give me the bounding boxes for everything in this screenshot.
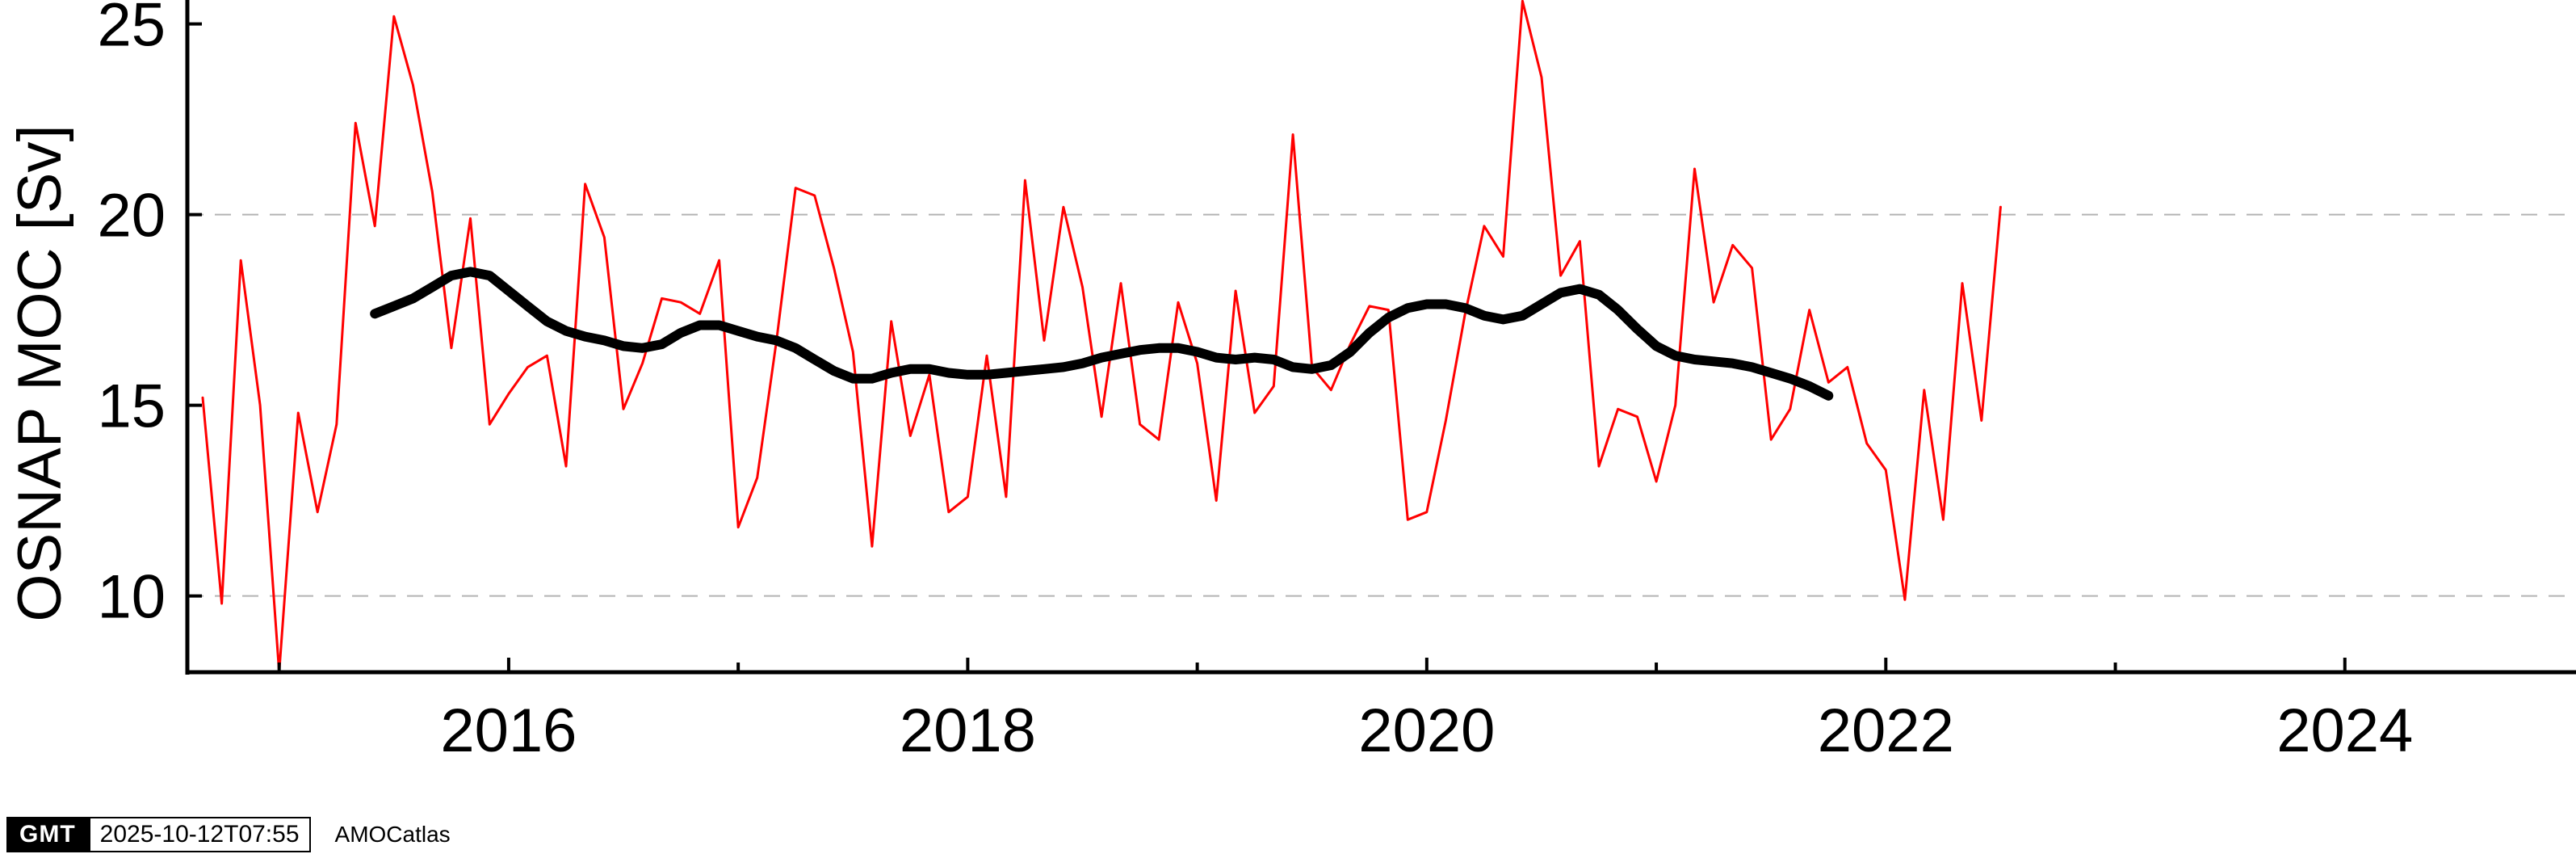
x-tick-label-2016: 2016: [440, 696, 577, 765]
timestamp: 2025-10-12T07:55: [88, 817, 311, 852]
stamp-label: AMOCatlas: [334, 822, 451, 847]
series-line-smoothed: [370, 267, 1834, 401]
y-tick-label-25: 25: [97, 0, 166, 60]
gmt-logo: GMT: [6, 817, 89, 852]
y-tick-label-15: 15: [97, 372, 166, 441]
axes: [185, 0, 2576, 675]
y-tick-label-10: 10: [97, 563, 166, 632]
gmt-timestamp-stamp: GMT 2025-10-12T07:55 AMOCatlas: [6, 817, 451, 852]
x-tick-label-2024: 2024: [2276, 696, 2413, 765]
chart: 10 15 20 25 2016 2018 2020 2022 2024 OSNAP MOC […: [6, 0, 2576, 765]
y-tick-label-20: 20: [97, 182, 166, 250]
ticks: 10 15 20 25 2016 2018 2020 2022 2024: [97, 0, 2413, 765]
series-layer: [201, 0, 2002, 674]
series-line-monthly: [201, 0, 2002, 674]
x-tick-label-2022: 2022: [1818, 696, 1954, 765]
x-tick-label-2018: 2018: [900, 696, 1036, 765]
y-axis-label: OSNAP MOC [Sv]: [6, 124, 74, 621]
x-tick-label-2020: 2020: [1358, 696, 1495, 765]
grid-lines: [187, 213, 2574, 597]
